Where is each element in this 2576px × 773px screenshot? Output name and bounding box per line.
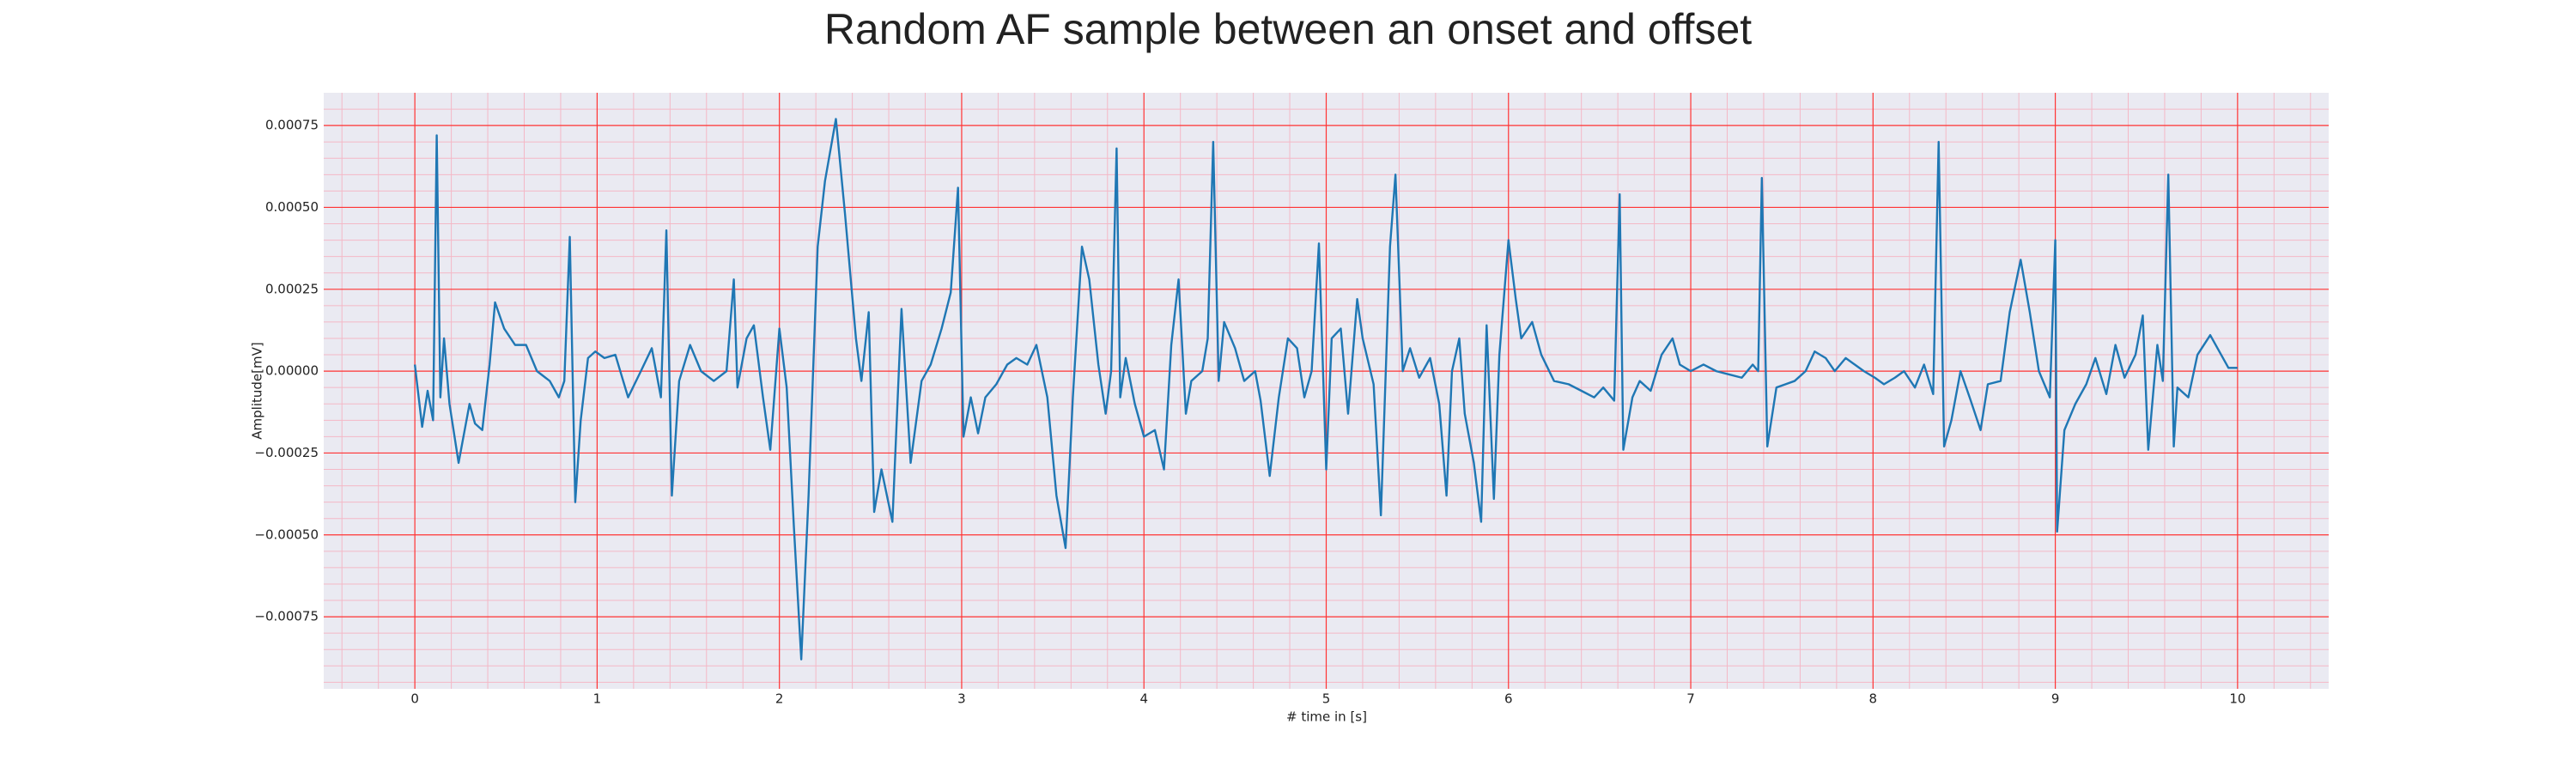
x-tick-label: 10: [2229, 691, 2245, 707]
y-tick-label: 0.00025: [265, 281, 319, 296]
signal-line: [413, 118, 2238, 660]
x-tick-label: 1: [593, 691, 602, 707]
x-tick-label: 7: [1686, 691, 1695, 707]
y-tick-label: 0.00000: [265, 363, 319, 379]
x-tick-label: 4: [1139, 691, 1148, 707]
chart-title: Random AF sample between an onset and of…: [824, 5, 1752, 53]
y-tick-label: −0.00025: [254, 445, 319, 460]
x-axis-label: # time in [s]: [1286, 709, 1367, 725]
x-tick-label: 2: [775, 691, 784, 707]
x-tick-label: 5: [1322, 691, 1331, 707]
y-tick-label: −0.00050: [254, 526, 319, 542]
y-axis-label: Amplitude[mV]: [250, 342, 265, 439]
y-tick-label: −0.00075: [254, 609, 319, 624]
y-tick-label: 0.00050: [265, 199, 319, 215]
y-tick-label: 0.00075: [265, 118, 319, 133]
x-tick-label: 8: [1869, 691, 1878, 707]
x-tick-label: 0: [410, 691, 419, 707]
x-tick-label: 9: [2051, 691, 2060, 707]
x-tick-label: 3: [957, 691, 966, 707]
x-tick-label: 6: [1504, 691, 1513, 707]
